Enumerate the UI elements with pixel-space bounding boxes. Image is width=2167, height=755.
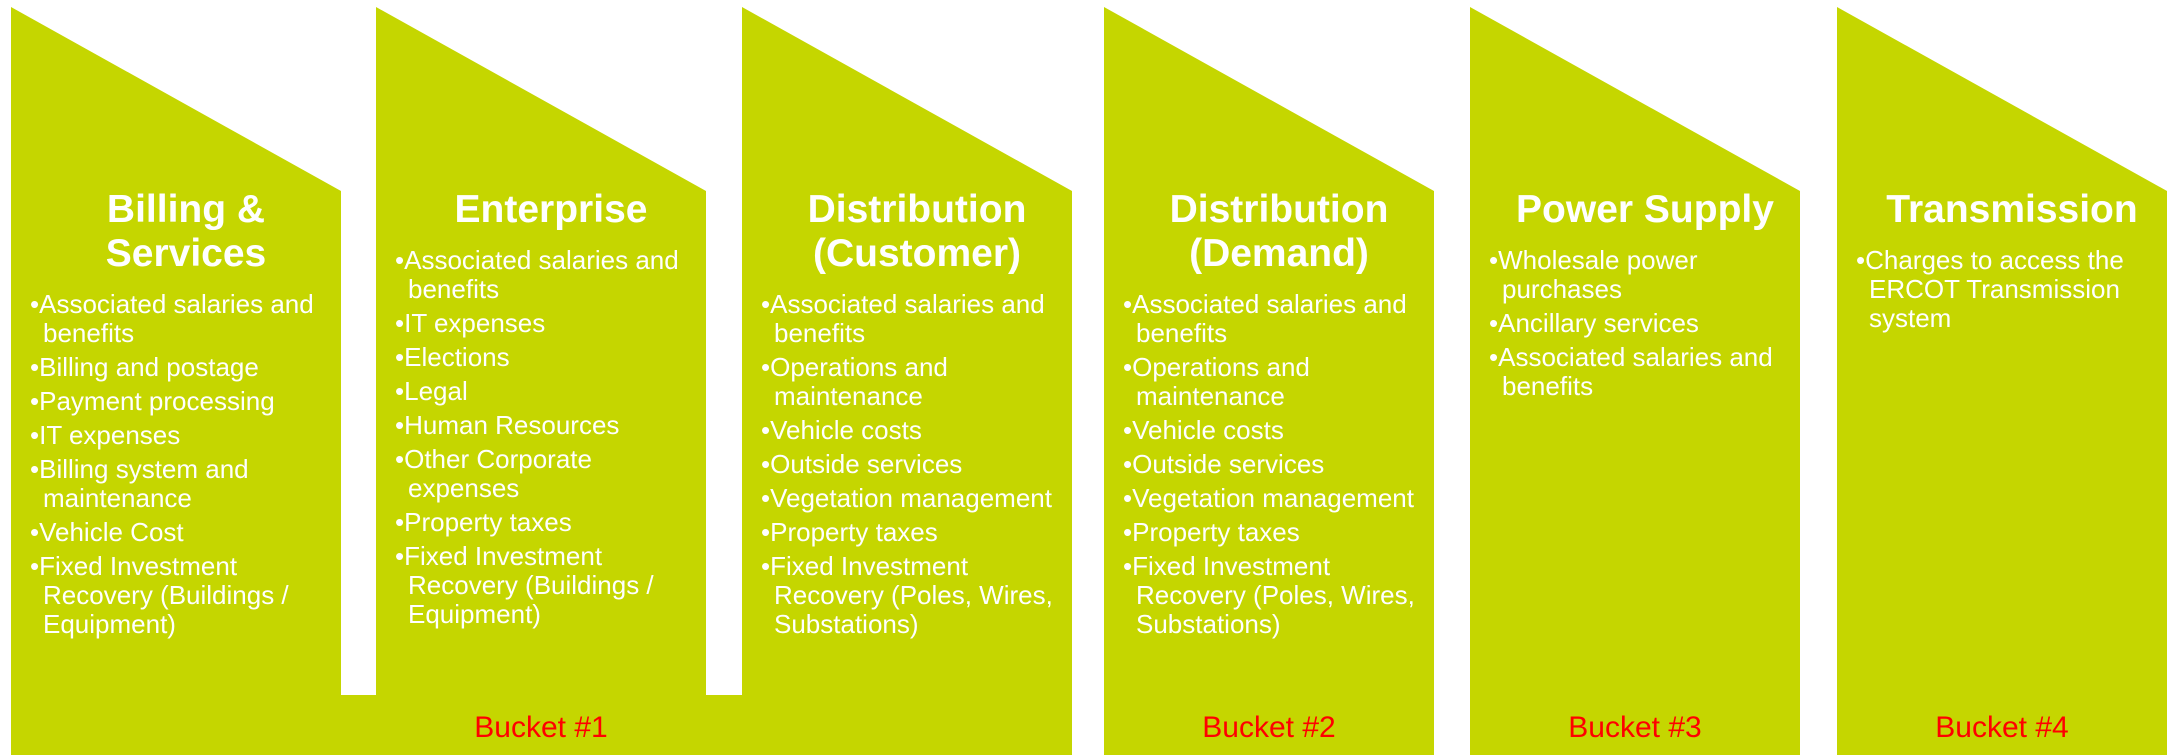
bullet-item: Wholesale power purchases — [1486, 246, 1804, 304]
column: Transmission Charges to access the ERCOT … — [1853, 188, 2167, 338]
bullet-item: Property taxes — [758, 518, 1076, 547]
bullet-item: Charges to access the ERCOT Transmission… — [1853, 246, 2167, 333]
bucket-label: Bucket #2 — [1202, 711, 1336, 744]
bullet-item: Billing system and maintenance — [27, 455, 345, 513]
bullet-item: Fixed Investment Recovery (Poles, Wires,… — [1120, 552, 1438, 639]
bullet-item: Payment processing — [27, 387, 345, 416]
bullet-item: Billing and postage — [27, 353, 345, 382]
bullet-item: Associated salaries and benefits — [392, 246, 710, 304]
bullet-item: Associated salaries and benefits — [1120, 290, 1438, 348]
column-title: Distribution (Demand) — [1169, 188, 1389, 275]
bullet-item: Human Resources — [392, 411, 710, 440]
column-title: Enterprise — [454, 188, 648, 231]
bucket-label: Bucket #1 — [474, 711, 608, 744]
bullet-item: Vehicle costs — [1120, 416, 1438, 445]
bullet-item: Vehicle Cost — [27, 518, 345, 547]
bucket-band — [11, 695, 1072, 755]
bullet-item: Fixed Investment Recovery (Buildings / E… — [27, 552, 345, 639]
column-title: Transmission — [1886, 188, 2138, 231]
bullet-item: Fixed Investment Recovery (Poles, Wires,… — [758, 552, 1076, 639]
column: Enterprise Associated salaries and benefi… — [392, 188, 710, 634]
bullet-item: Other Corporate expenses — [392, 445, 710, 503]
bullet-item: Vehicle costs — [758, 416, 1076, 445]
bullet-item: Operations and maintenance — [1120, 353, 1438, 411]
bullet-item: Legal — [392, 377, 710, 406]
bullet-item: Fixed Investment Recovery (Buildings / E… — [392, 542, 710, 629]
bullet-item: Elections — [392, 343, 710, 372]
bullet-item: Associated salaries and benefits — [758, 290, 1076, 348]
bullet-item: Ancillary services — [1486, 309, 1804, 338]
column-title: Billing & Services — [105, 188, 267, 275]
bullet-item: Outside services — [758, 450, 1076, 479]
column: Distribution (Demand) Associated salaries… — [1120, 188, 1438, 644]
bullet-item: Operations and maintenance — [758, 353, 1076, 411]
bullet-item: Associated salaries and benefits — [1486, 343, 1804, 401]
bullet-item: Property taxes — [1120, 518, 1438, 547]
column-shape — [1837, 7, 2167, 755]
bucket-label: Bucket #4 — [1935, 711, 2069, 744]
bucket-label: Bucket #3 — [1568, 711, 1702, 744]
bullet-item: Property taxes — [392, 508, 710, 537]
column: Billing & Services Associated salaries an… — [27, 188, 345, 644]
column-title: Power Supply — [1516, 188, 1774, 231]
column: Distribution (Customer) Associated salari… — [758, 188, 1076, 644]
bullet-item: IT expenses — [392, 309, 710, 338]
column: Power Supply Wholesale power purchases Anc… — [1486, 188, 1804, 406]
bullet-item: Vegetation management — [758, 484, 1076, 513]
column-title: Distribution (Customer) — [807, 188, 1027, 275]
bullet-item: Vegetation management — [1120, 484, 1438, 513]
bullet-item: IT expenses — [27, 421, 345, 450]
bullet-item: Associated salaries and benefits — [27, 290, 345, 348]
bullet-item: Outside services — [1120, 450, 1438, 479]
